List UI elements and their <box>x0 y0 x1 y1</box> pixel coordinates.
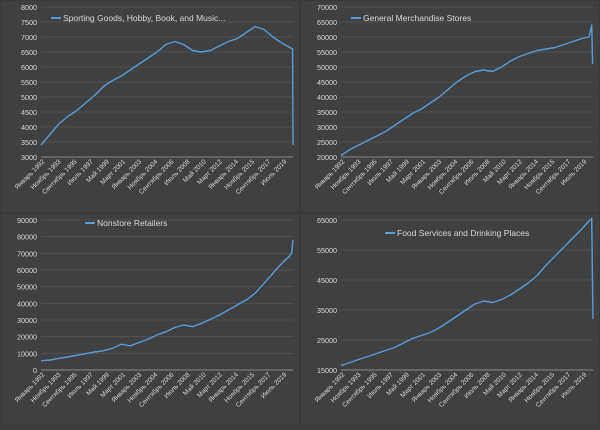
y-tick-label: 20000 <box>17 333 37 342</box>
y-tick-label: 70000 <box>17 249 37 258</box>
y-tick-label: 3000 <box>21 153 37 162</box>
series-line <box>341 25 593 156</box>
y-tick-label: 7500 <box>21 18 37 27</box>
y-tick-label: 45000 <box>317 276 337 285</box>
y-tick-label: 15000 <box>317 366 337 375</box>
y-tick-label: 7000 <box>21 33 37 42</box>
y-tick-label: 3500 <box>21 138 37 147</box>
series-line <box>341 219 593 366</box>
y-tick-label: 25000 <box>317 336 337 345</box>
y-tick-label: 30000 <box>317 123 337 132</box>
y-tick-label: 6000 <box>21 63 37 72</box>
y-tick-label: 5000 <box>21 93 37 102</box>
chart-panel-food-services: 15000 25000 35000 45000 55000 65000 Январь 199… <box>301 214 599 425</box>
legend-label: Nonstore Retailers <box>97 218 167 228</box>
legend-label: Sporting Goods, Hobby, Book, and Music..… <box>63 13 225 23</box>
y-tick-label: 65000 <box>317 216 337 225</box>
y-tick-label: 20000 <box>317 153 337 162</box>
y-tick-label: 40000 <box>17 299 37 308</box>
chart-panel-general-merchandise: 20000 25000 30000 35000 40000 45000 50000 55000… <box>301 1 599 212</box>
y-tick-label: 50000 <box>17 283 37 292</box>
y-tick-label: 35000 <box>317 108 337 117</box>
chart-sporting-goods: 3000 3500 4000 4500 5000 5500 6000 6500 7000 7500… <box>1 1 299 212</box>
y-tick-label: 35000 <box>317 306 337 315</box>
y-tick-label: 55000 <box>317 48 337 57</box>
y-tick-label: 60000 <box>317 33 337 42</box>
chart-grid: 3000 3500 4000 4500 5000 5500 6000 6500 7000 7500… <box>0 0 600 426</box>
legend-label: Food Services and Drinking Places <box>397 228 529 238</box>
y-tick-label: 40000 <box>317 93 337 102</box>
chart-general-merchandise: 20000 25000 30000 35000 40000 45000 50000 55000… <box>301 1 599 212</box>
series-line <box>41 240 293 361</box>
y-tick-label: 5500 <box>21 78 37 87</box>
y-tick-label: 8000 <box>21 3 37 12</box>
y-tick-label: 50000 <box>317 63 337 72</box>
y-tick-label: 0 <box>33 366 37 375</box>
y-tick-label: 55000 <box>317 246 337 255</box>
y-tick-label: 10000 <box>17 349 37 358</box>
y-tick-label: 45000 <box>317 78 337 87</box>
y-tick-label: 4000 <box>21 123 37 132</box>
y-tick-label: 6500 <box>21 48 37 57</box>
y-tick-label: 60000 <box>17 266 37 275</box>
y-tick-label: 80000 <box>17 233 37 242</box>
chart-panel-sporting-goods: 3000 3500 4000 4500 5000 5500 6000 6500 7000 7500… <box>1 1 299 212</box>
y-tick-label: 90000 <box>17 216 37 225</box>
y-tick-label: 30000 <box>17 316 37 325</box>
y-tick-label: 25000 <box>317 138 337 147</box>
y-tick-label: 4500 <box>21 108 37 117</box>
y-tick-label: 65000 <box>317 18 337 27</box>
chart-nonstore-retailers: 0 10000 20000 30000 40000 50000 60000 70000 8000… <box>1 214 299 425</box>
y-tick-label: 70000 <box>317 3 337 12</box>
chart-panel-nonstore-retailers: 0 10000 20000 30000 40000 50000 60000 70000 8000… <box>1 214 299 425</box>
legend-label: General Merchandise Stores <box>363 13 471 23</box>
